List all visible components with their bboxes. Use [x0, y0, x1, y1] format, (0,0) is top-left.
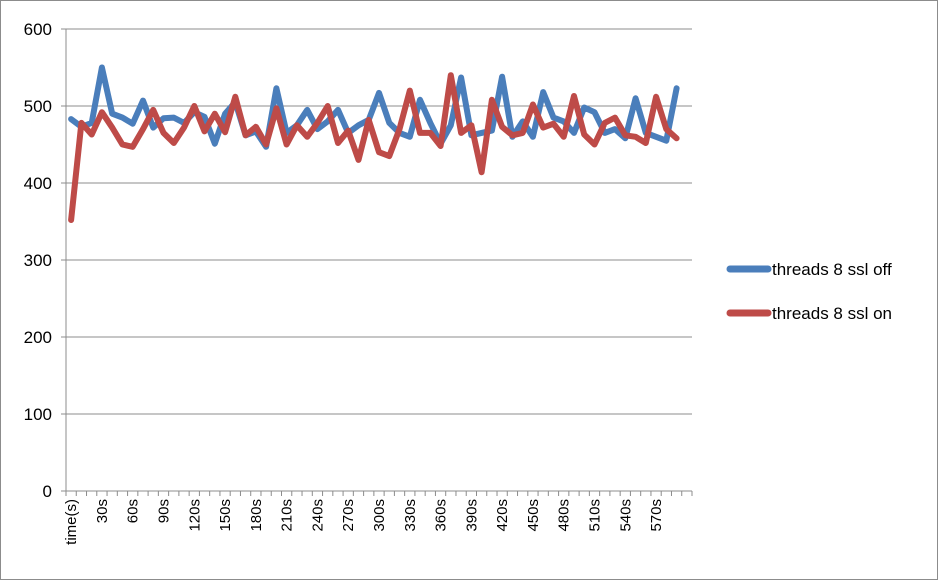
x-tick-label-420s: 420s	[494, 499, 511, 532]
y-tick-label-200: 200	[24, 328, 52, 347]
x-tick-label-150s: 150s	[217, 499, 234, 532]
x-tick-label-210s: 210s	[279, 499, 296, 532]
y-tick-label-600: 600	[24, 20, 52, 39]
x-tick-label-60s: 60s	[125, 499, 142, 523]
x-tick-label-330s: 330s	[402, 499, 419, 532]
x-tick-label-510s: 510s	[587, 499, 604, 532]
x-tick-label-480s: 480s	[556, 499, 573, 532]
x-tick-label-time(s): time(s)	[63, 499, 80, 545]
x-tick-label-390s: 390s	[463, 499, 480, 532]
x-tick-label-120s: 120s	[186, 499, 203, 532]
y-tick-label-0: 0	[43, 482, 52, 501]
x-tick-label-540s: 540s	[617, 499, 634, 532]
x-tick-label-30s: 30s	[94, 499, 111, 523]
legend-label-2: threads 8 ssl on	[772, 304, 892, 323]
x-tick-label-300s: 300s	[371, 499, 388, 532]
y-tick-label-100: 100	[24, 405, 52, 424]
y-tick-label-400: 400	[24, 174, 52, 193]
x-tick-label-270s: 270s	[340, 499, 357, 532]
x-tick-label-180s: 180s	[248, 499, 265, 532]
x-tick-label-450s: 450s	[525, 499, 542, 532]
x-tick-label-570s: 570s	[648, 499, 665, 532]
legend-label-1: threads 8 ssl off	[772, 260, 892, 279]
series-line-1	[68, 64, 680, 150]
series-line-2	[68, 72, 680, 223]
x-tick-label-90s: 90s	[155, 499, 172, 523]
x-tick-label-240s: 240s	[309, 499, 326, 532]
y-tick-label-300: 300	[24, 251, 52, 270]
x-tick-label-360s: 360s	[433, 499, 450, 532]
y-tick-label-500: 500	[24, 97, 52, 116]
